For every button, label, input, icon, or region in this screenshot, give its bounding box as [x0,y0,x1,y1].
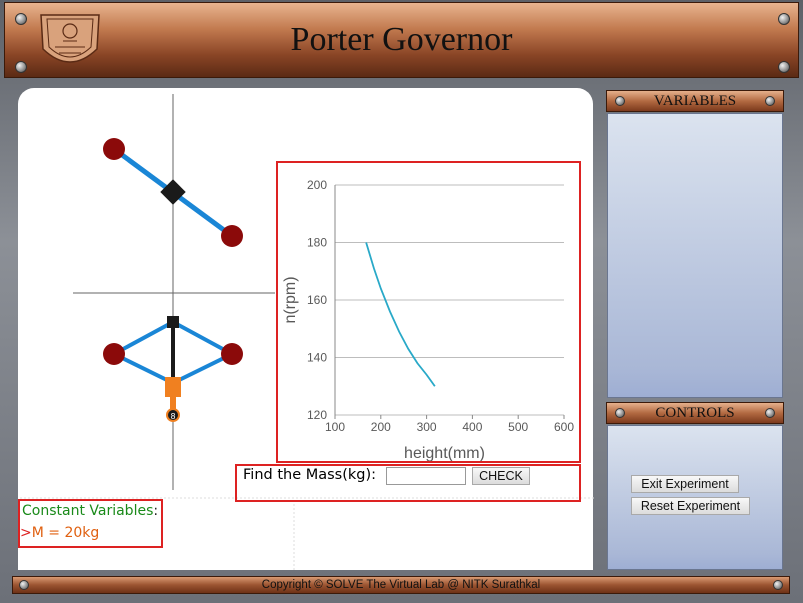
top-pivot [167,316,179,328]
governor-diagram: 8 [20,94,596,570]
sleeve [165,377,181,397]
institute-emblem-icon [40,14,100,63]
screw-icon [15,13,27,25]
top-view-ball [221,225,243,247]
screw-icon [778,61,790,73]
footer-text: Copyright © SOLVE The Virtual Lab @ NITK… [261,579,541,591]
mass-input[interactable] [386,467,466,485]
controls-panel-header: CONTROLS [606,402,784,424]
screw-icon [773,580,783,590]
screw-icon [15,61,27,73]
constants-title: Constant Variables: [22,503,158,519]
y-tick-label: 140 [307,351,327,365]
weight-mark: 8 [170,412,175,421]
page-title: Porter Governor [290,21,513,58]
variables-panel-header: VARIABLES [606,90,784,112]
check-button[interactable]: CHECK [472,467,530,485]
y-axis-label: n(rpm) [282,276,299,323]
constants-box [18,499,163,548]
constant-mass: >M = 20kg [20,525,99,541]
title-bar: Porter Governor [4,2,799,78]
screw-icon [765,96,775,106]
top-view-ball [103,138,125,160]
front-view-ball [221,343,243,365]
screw-icon [765,408,775,418]
x-tick-label: 200 [371,420,391,434]
y-tick-label: 120 [307,408,327,422]
y-tick-label: 200 [307,178,327,192]
exit-experiment-button[interactable]: Exit Experiment [631,475,739,493]
y-tick-label: 180 [307,236,327,250]
speed-height-chart: 120 140 160 180 200 100 200 300 400 500 600 height(… [282,178,574,461]
mass-form-frame [235,464,581,502]
x-tick-label: 300 [417,420,437,434]
screw-icon [615,96,625,106]
reset-experiment-button[interactable]: Reset Experiment [631,497,750,515]
x-axis-label: height(mm) [404,445,485,461]
sleeve-rod [170,397,176,409]
x-tick-label: 600 [554,420,574,434]
screw-icon [615,408,625,418]
constant-mass-value: M = 20kg [31,525,100,541]
controls-title: CONTROLS [655,405,735,421]
y-tick-label: 160 [307,293,327,307]
variables-title: VARIABLES [653,93,737,109]
series-line [365,242,436,387]
sleeve-weight [166,408,180,422]
constants-title-text: Constant Variables [22,503,154,519]
x-tick-label: 400 [462,420,482,434]
bullet-icon: > [20,525,32,541]
x-tick-label: 100 [325,420,345,434]
footer-bar: Copyright © SOLVE The Virtual Lab @ NITK… [12,576,790,594]
x-tick-label: 500 [508,420,528,434]
screw-icon [19,580,29,590]
find-mass-label: Find the Mass(kg): [243,467,377,483]
variables-panel [607,113,783,398]
screw-icon [778,13,790,25]
front-view-ball [103,343,125,365]
constants-title-colon: : [153,503,159,519]
chart-frame [276,161,581,463]
